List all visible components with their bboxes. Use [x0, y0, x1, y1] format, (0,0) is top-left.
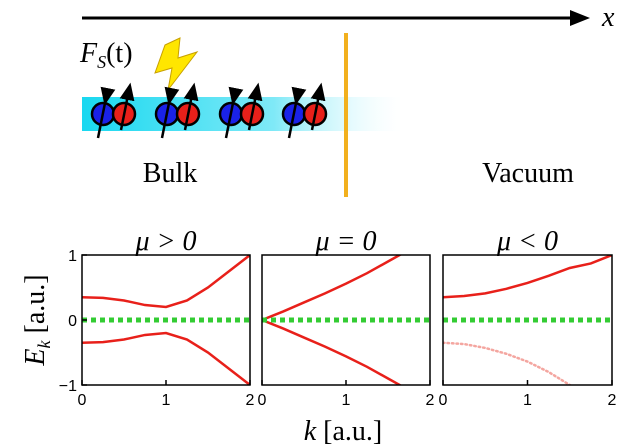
x-tick-label: 1: [523, 392, 532, 409]
y-tick-label: 0: [68, 313, 77, 330]
curve: [443, 341, 573, 385]
lightning: [154, 37, 199, 91]
plot: [262, 255, 430, 385]
arrow-head: [570, 10, 590, 26]
x-tick-label: 1: [342, 392, 351, 409]
x-tick-label: 1: [162, 392, 171, 409]
x-tick-label: 0: [78, 392, 87, 409]
x-tick-label: 2: [426, 392, 435, 409]
panel-title: μ > 0: [135, 226, 197, 257]
schematic: x FS(t) Bulk Vacuum: [79, 2, 615, 197]
y-tick-label: −1: [59, 378, 77, 395]
x-tick-label: 2: [608, 392, 617, 409]
curve: [262, 255, 403, 322]
y-tick-label: 1: [68, 248, 77, 265]
x-tick-label: 0: [439, 392, 448, 409]
y-axis-label: Ek [a.u.]: [20, 274, 54, 366]
x-axis-label: k [a.u.]: [304, 416, 383, 447]
plot: [443, 255, 612, 385]
curve: [82, 255, 250, 309]
x-tick-label: 2: [246, 392, 255, 409]
bulk-label: Bulk: [143, 158, 197, 189]
panel-title: μ < 0: [496, 226, 558, 257]
curve: [82, 331, 250, 385]
x-tick-label: 0: [258, 392, 267, 409]
plot: [82, 255, 250, 385]
force-label: FS(t): [79, 38, 133, 72]
curve: [443, 255, 612, 299]
vacuum-label: Vacuum: [482, 158, 574, 189]
panel-title: μ = 0: [315, 226, 377, 257]
spins: [90, 82, 328, 139]
axis-label: x: [601, 2, 615, 33]
curve: [262, 318, 403, 385]
